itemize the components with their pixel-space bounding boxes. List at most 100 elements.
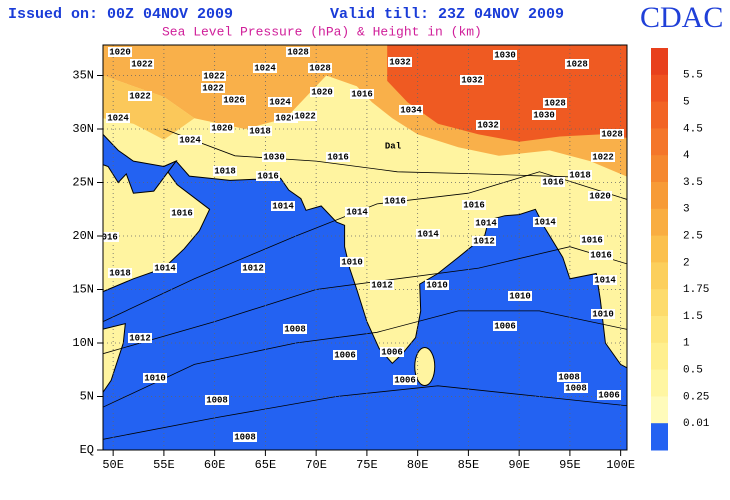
isobar-label: 1020 [589,191,611,201]
isobar-label: 1022 [202,83,224,93]
isobar-label: 1016 [542,177,564,187]
logo: CDAC [640,1,723,34]
isobar [103,171,627,322]
level-label: 3 [683,204,690,216]
isobar [103,385,627,440]
label-box [128,91,152,101]
color-swatch [651,369,668,397]
color-swatch [651,208,668,237]
label-box [565,59,589,69]
color-swatch [651,155,668,183]
isobar-label: 1016 [590,250,612,260]
isobar-label: 1014 [346,207,368,217]
level-label: 2.5 [683,231,703,243]
label-box [493,321,517,331]
label-box [588,191,612,201]
isobar-label: 1030 [263,152,285,162]
label-box [399,105,423,115]
lon-label: 90E [508,458,530,472]
level-label: 4 [683,150,690,162]
label-box [210,123,234,133]
high-terrain [387,45,627,142]
label-box [557,372,581,382]
label-box [425,280,449,290]
isobar-labels: 1020102210221024102810281032103010281022… [103,47,624,442]
label-box [532,110,556,120]
isobar-label: 1024 [269,97,291,107]
level-label: 5 [683,97,690,109]
label-box [326,152,350,162]
isobar-label: 1030 [533,110,555,120]
isobar-label: 1022 [203,71,225,81]
isobar-label: 1006 [334,350,356,360]
isobar-label: 1014 [594,275,616,285]
lon-label: 100E [606,458,635,472]
isobar-label: 1010 [509,291,531,301]
isobar-label: 1006 [598,390,620,400]
label-box [143,373,167,383]
label-box [350,89,374,99]
label-box [380,347,404,357]
lat-label: 15N [72,283,94,297]
label-box [106,113,130,123]
isobar-label: 1010 [592,309,614,319]
isobar-label: 1014 [475,218,497,228]
label-box [241,263,265,273]
label-box [262,152,286,162]
isobar-label: 1006 [494,321,516,331]
label-box [293,111,317,121]
isobar-label: 1020 [109,47,131,57]
lat-label: EQ [80,443,94,457]
color-swatch [651,74,668,103]
label-box [593,275,617,285]
label-box [271,201,295,211]
isobar-label: 1014 [272,201,294,211]
isobar-label: 1028 [309,63,331,73]
label-box [286,47,310,57]
color-swatch [651,182,668,210]
label-box [493,50,517,60]
isobar-label: 1026 [275,113,297,123]
label-box [130,59,154,69]
high-terrain [103,75,195,140]
color-swatch [651,128,668,156]
isobar-label: 1006 [394,375,416,385]
level-label: 1.5 [683,311,703,323]
label-box [333,350,357,360]
map-area: 1020102210221024102810281032103010281022… [103,45,627,450]
lon-label: 65E [255,458,277,472]
issued: Issued on: 00Z 04NOV 2009 [8,6,233,23]
valid: Valid till: 23Z 04NOV 2009 [330,6,564,23]
level-label: 5.5 [683,70,703,82]
label-box [370,280,394,290]
label-box [201,83,225,93]
label-box [393,375,417,385]
isobar-label: 1032 [461,75,483,85]
lat-label: 25N [72,176,94,190]
isobar-label: 1024 [107,113,129,123]
label-box [274,113,298,123]
label-box [591,309,615,319]
label-box [541,177,565,187]
label-box [543,98,567,108]
color-swatch [651,101,668,129]
label-box [170,208,194,218]
label-box [600,129,624,139]
level-label: 0.5 [683,365,703,377]
isobar-label: 1018 [109,268,131,278]
lon-label: 75E [356,458,378,472]
isobar-label: 1014 [534,217,556,227]
lat-label: 5N [80,390,94,404]
level-label: 2 [683,257,690,269]
isobar-label: 1022 [131,59,153,69]
level-label: 1 [683,338,690,350]
label-box [308,63,332,73]
label-box [103,232,119,242]
label-box [202,71,226,81]
label-box [508,291,532,301]
label-box [416,229,440,239]
color-swatch [651,262,668,290]
label-box [310,87,334,97]
label-box [383,196,407,206]
isobar-label: 1010 [341,257,363,267]
